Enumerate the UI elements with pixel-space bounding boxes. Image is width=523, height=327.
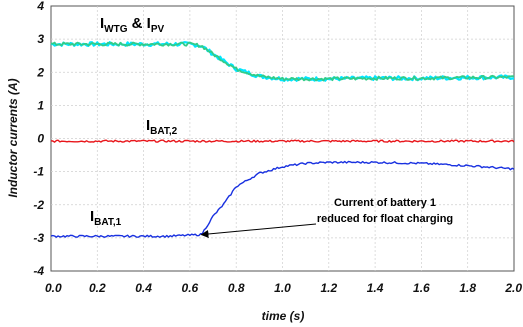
series-label-pv-main: I	[147, 15, 151, 32]
y-tick-label: -2	[33, 198, 44, 212]
series-label-pv-sub: PV	[151, 24, 165, 35]
y-tick-label: 1	[37, 98, 44, 112]
series-label-bat2-main: I	[146, 117, 150, 134]
series-lines	[50, 41, 515, 238]
y-tick-label: -3	[33, 231, 44, 245]
x-tick-label: 1.0	[274, 281, 291, 295]
y-tick-labels: -4 -3 -2 -1 0 1 2 3 4	[33, 0, 44, 278]
y-tick-label: 0	[37, 132, 44, 146]
series-label-wtg-pv: IWTG & IPV	[100, 15, 165, 35]
x-tick-label: 1.4	[367, 281, 384, 295]
series-label-bat1: IBAT,1	[90, 208, 122, 228]
series-line-iwtg	[50, 41, 515, 82]
x-tick-label: 0.8	[228, 281, 245, 295]
x-tick-label: 0.4	[135, 281, 152, 295]
series-line-ipv	[50, 41, 515, 82]
annotation-line-1: Current of battery 1	[334, 197, 436, 209]
x-tick-label: 1.2	[320, 281, 337, 295]
y-tick-label: -4	[33, 264, 44, 278]
x-tick-label: 1.8	[459, 281, 476, 295]
series-label-bat2-sub: BAT,2	[150, 126, 177, 137]
annotation-arrow	[200, 223, 317, 238]
series-label-bat2: IBAT,2	[146, 117, 178, 137]
y-axis-title: Inductor currents (A)	[6, 78, 20, 197]
series-label-wtg-main: I	[100, 15, 104, 32]
y-tick-label: -1	[33, 165, 44, 179]
x-tick-label: 2.0	[504, 281, 522, 295]
x-tick-label: 0.2	[89, 281, 106, 295]
x-axis-title: time (s)	[262, 309, 305, 323]
series-line-ibat1	[50, 160, 515, 238]
x-tick-label: 0.6	[182, 281, 199, 295]
series-line-ibat2	[50, 139, 515, 143]
series-label-wtg-sub: WTG	[104, 24, 128, 35]
annotation-line-2: reduced for float charging	[317, 213, 453, 225]
y-tick-label: 3	[37, 32, 44, 46]
x-tick-label: 0.0	[45, 281, 62, 295]
y-tick-label: 2	[36, 65, 44, 79]
x-tick-label: 1.6	[413, 281, 430, 295]
series-label-bat1-sub: BAT,1	[94, 217, 121, 228]
x-tick-labels: 0.0 0.2 0.4 0.6 0.8 1.0 1.2 1.4 1.6 1.8 2.0	[45, 281, 522, 295]
series-label-join: &	[128, 15, 147, 32]
y-tick-label: 4	[36, 0, 44, 13]
series-label-bat1-main: I	[90, 208, 94, 225]
